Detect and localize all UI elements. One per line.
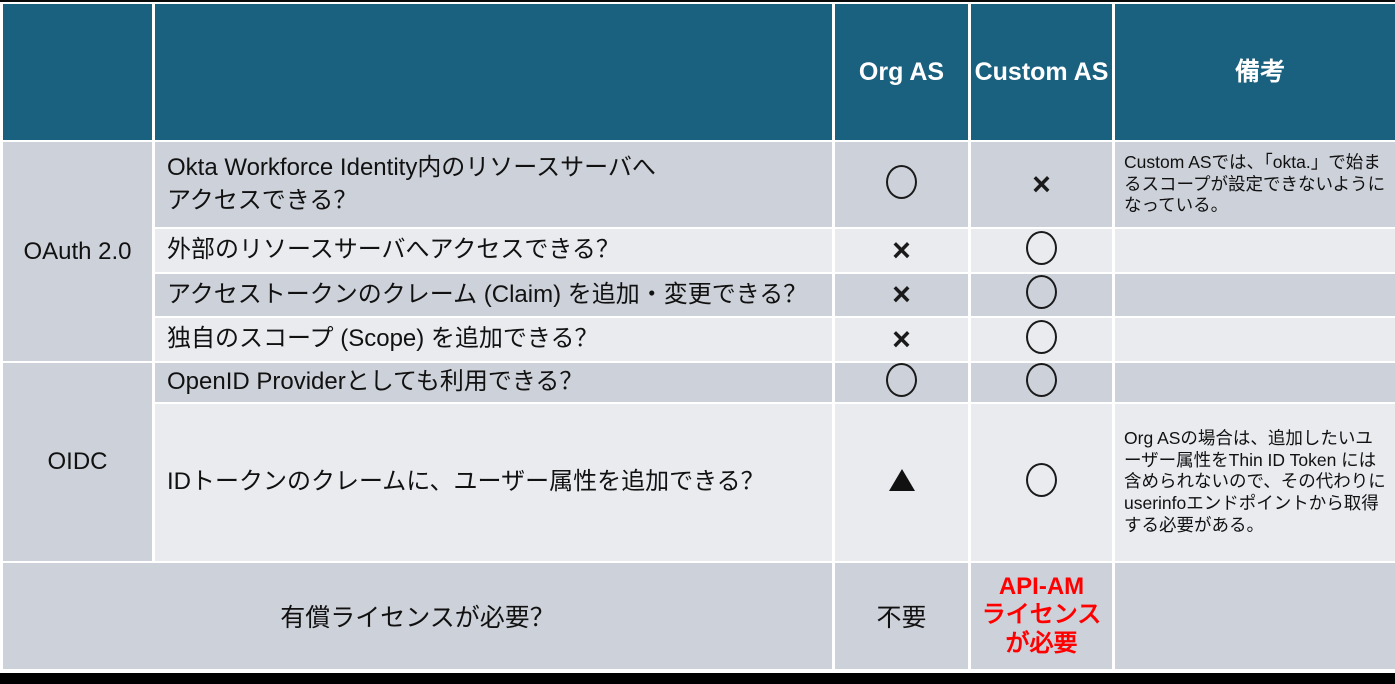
remarks-cell: Custom ASでは、「okta.」で始まるスコープが設定できないようになって… xyxy=(1112,140,1395,229)
question-cell: Okta Workforce Identity内のリソースサーバへ アクセスでき… xyxy=(152,140,835,229)
footer-row: 有償ライセンスが必要？ 不要 API-AM ライセンス が必要 xyxy=(0,560,1395,672)
table-row: アクセストークンのクレーム (Claim) を追加・変更できる？ × ○ xyxy=(2,271,1395,318)
triangle-mark-icon: ▲ xyxy=(889,469,915,491)
custom-as-mark: ○ xyxy=(968,226,1115,274)
table-row: OAuth 2.0 Okta Workforce Identity内のリソースサ… xyxy=(0,140,1395,364)
footer-custom-cell: API-AM ライセンス が必要 xyxy=(968,560,1115,672)
org-as-mark: × xyxy=(832,315,971,364)
org-as-mark: ○ xyxy=(832,361,971,405)
org-as-mark: × xyxy=(832,226,971,274)
remarks-cell xyxy=(1112,226,1395,274)
cross-mark-icon: × xyxy=(892,320,911,357)
question-cell: 外部のリソースサーバへアクセスできる？ xyxy=(152,226,835,274)
group-cell-oauth: OAuth 2.0 xyxy=(0,140,155,364)
table-row: OIDC OpenID Providerとしても利用できる？ ○ ○ xyxy=(0,361,1395,563)
org-as-mark: × xyxy=(832,271,971,318)
group-cell-oidc: OIDC xyxy=(0,361,155,563)
header-cell-empty-group xyxy=(0,1,155,143)
cross-mark-icon: × xyxy=(892,231,911,268)
remarks-cell xyxy=(1112,315,1395,364)
custom-as-mark: ○ xyxy=(968,402,1115,563)
cross-mark-icon: × xyxy=(1032,166,1051,203)
footer-org-cell: 不要 xyxy=(832,560,971,672)
table-row: IDトークンのクレームに、ユーザー属性を追加できる？ ▲ ○ Org ASの場合… xyxy=(2,402,1395,563)
footer-remarks-cell xyxy=(1112,560,1395,672)
circle-mark-icon: ○ xyxy=(1026,463,1057,497)
remarks-cell xyxy=(1112,271,1395,318)
table-row: 外部のリソースサーバへアクセスできる？ × ○ xyxy=(2,226,1395,274)
circle-mark-icon: ○ xyxy=(886,364,917,397)
footer-label-cell: 有償ライセンスが必要？ xyxy=(0,560,835,672)
remarks-cell xyxy=(1112,361,1395,405)
question-cell: OpenID Providerとしても利用できる？ xyxy=(152,361,835,405)
bottom-black-bar xyxy=(0,673,1395,684)
remarks-cell: Org ASの場合は、追加したいユーザー属性をThin ID Token には含… xyxy=(1112,402,1395,563)
org-as-mark: ○ xyxy=(832,140,971,229)
circle-mark-icon: ○ xyxy=(1026,364,1057,397)
custom-as-mark: × xyxy=(968,140,1115,229)
question-cell: 独自のスコープ (Scope) を追加できる？ xyxy=(152,315,835,364)
custom-as-mark: ○ xyxy=(968,361,1115,405)
question-cell: IDトークンのクレームに、ユーザー属性を追加できる？ xyxy=(152,402,835,563)
header-cell-empty-question xyxy=(152,1,835,143)
header-row: Org AS Custom AS 備考 xyxy=(0,1,1395,143)
circle-mark-icon: ○ xyxy=(1026,320,1057,354)
cross-mark-icon: × xyxy=(892,276,911,313)
header-cell-custom-as: Custom AS xyxy=(968,1,1115,143)
header-cell-org-as: Org AS xyxy=(832,1,971,143)
question-cell: アクセストークンのクレーム (Claim) を追加・変更できる？ xyxy=(152,271,835,318)
circle-mark-icon: ○ xyxy=(1026,231,1057,265)
circle-mark-icon: ○ xyxy=(886,165,917,199)
table-row: 独自のスコープ (Scope) を追加できる？ × ○ xyxy=(2,315,1395,364)
custom-as-mark: ○ xyxy=(968,271,1115,318)
header-cell-remarks: 備考 xyxy=(1112,1,1395,143)
custom-as-mark: ○ xyxy=(968,315,1115,364)
circle-mark-icon: ○ xyxy=(1026,275,1057,309)
org-as-mark: ▲ xyxy=(832,402,971,563)
